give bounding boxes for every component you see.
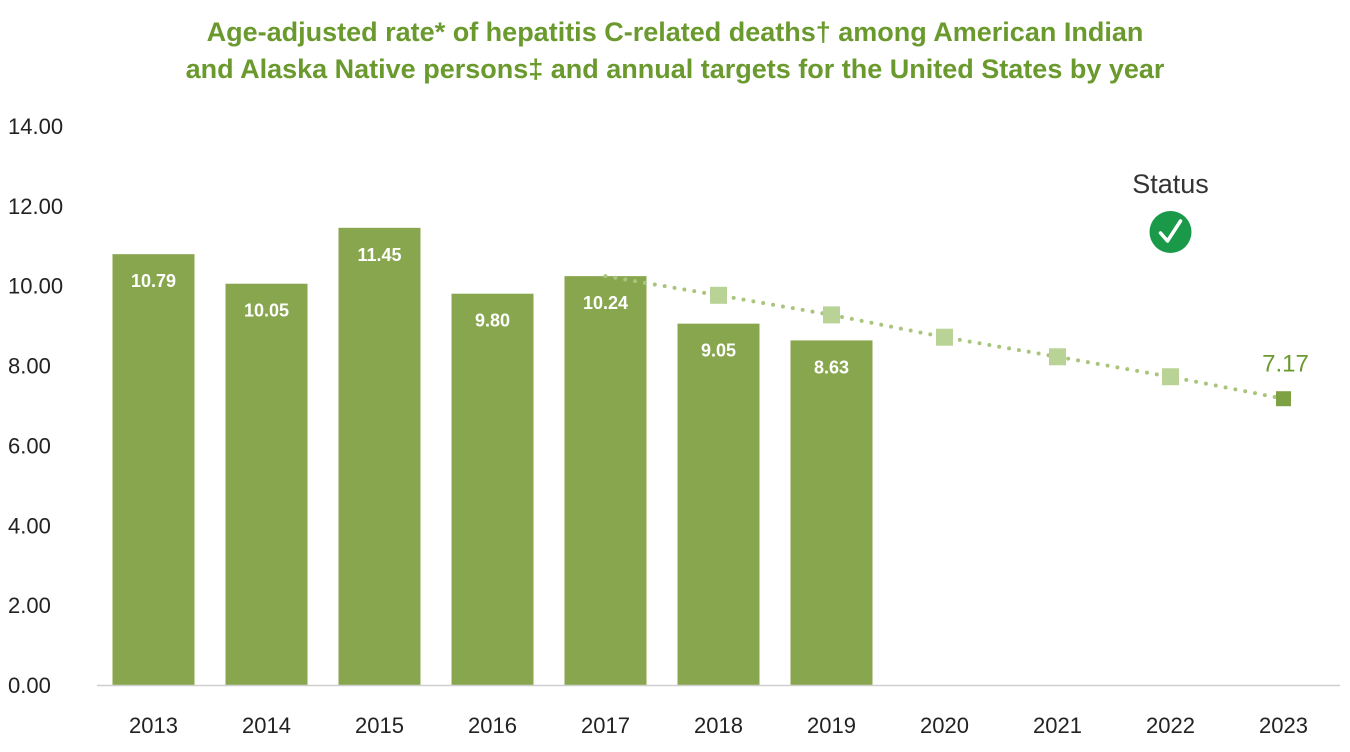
- bar: [112, 254, 195, 685]
- x-tick-label: 2013: [129, 713, 178, 738]
- x-tick-label: 2022: [1146, 713, 1195, 738]
- x-tick-label: 2015: [355, 713, 404, 738]
- bar-data-label: 9.80: [475, 311, 510, 331]
- target-marker: [710, 286, 727, 304]
- x-tick-label: 2018: [694, 713, 743, 738]
- target-marker: [1049, 348, 1066, 366]
- bar: [225, 283, 308, 685]
- y-tick-label: 2.00: [8, 593, 51, 618]
- bar-data-label: 11.45: [357, 245, 401, 265]
- y-tick-label: 4.00: [8, 513, 51, 538]
- y-tick-label: 14.00: [8, 114, 63, 139]
- x-tick-label: 2017: [581, 713, 630, 738]
- target-marker: [823, 306, 840, 324]
- bar-data-label: 9.05: [701, 341, 736, 361]
- target-marker: [936, 328, 953, 346]
- bar-data-label: 10.24: [583, 293, 628, 313]
- y-tick-label: 6.00: [8, 433, 51, 458]
- bar: [338, 227, 421, 685]
- target-end-label: 7.17: [1262, 351, 1309, 378]
- bar: [790, 340, 873, 685]
- y-tick-label: 8.00: [8, 354, 51, 379]
- x-tick-label: 2016: [468, 713, 517, 738]
- target-end-marker: [1276, 391, 1291, 407]
- bar-data-label: 8.63: [814, 357, 849, 377]
- bar-data-label: 10.05: [244, 301, 289, 321]
- x-tick-label: 2023: [1259, 713, 1308, 738]
- status-label: Status: [1132, 169, 1209, 199]
- x-tick-label: 2020: [920, 713, 969, 738]
- bar-data-label: 10.79: [131, 271, 176, 291]
- x-tick-label: 2019: [807, 713, 856, 738]
- chart-title: Age-adjusted rate* of hepatitis C-relate…: [0, 14, 1350, 88]
- bar: [564, 276, 647, 685]
- check-icon: [1158, 219, 1183, 243]
- x-tick-label: 2014: [242, 713, 291, 738]
- status-circle: [1149, 211, 1192, 253]
- chart-title-line-1: Age-adjusted rate* of hepatitis C-relate…: [206, 17, 1144, 47]
- x-tick-label: 2021: [1033, 713, 1082, 738]
- y-tick-label: 12.00: [8, 194, 63, 219]
- y-tick-label: 10.00: [8, 274, 63, 299]
- chart-title-line-2: and Alaska Native persons‡ and annual ta…: [185, 54, 1165, 84]
- bar: [677, 323, 760, 685]
- target-marker: [1162, 368, 1179, 386]
- bar: [451, 293, 534, 685]
- y-tick-label: 0.00: [8, 673, 51, 698]
